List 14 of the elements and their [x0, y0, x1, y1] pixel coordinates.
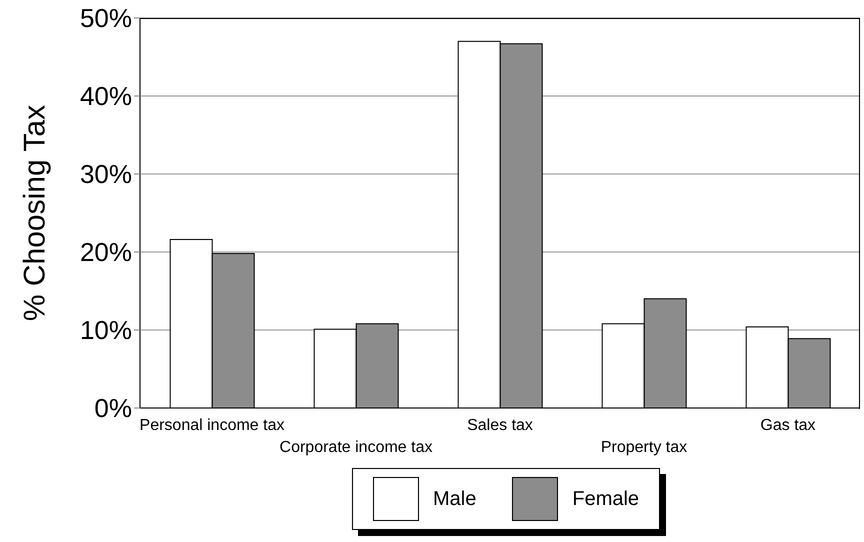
x-tick-label: Corporate income tax	[280, 439, 432, 456]
x-tick-label: Property tax	[600, 439, 688, 456]
x-tick-label: Gas tax	[760, 417, 816, 434]
x-tick-label: Personal income tax	[140, 417, 284, 434]
y-tick-label: 50%	[80, 3, 132, 34]
y-tick-label: 0%	[94, 393, 132, 424]
x-tick-label: Sales tax	[467, 417, 533, 434]
y-tick-label: 30%	[80, 159, 132, 190]
y-tick-label: 10%	[80, 315, 132, 346]
legend-label: Male	[433, 488, 476, 510]
y-tick-label: 40%	[80, 81, 132, 112]
y-tick-label: 20%	[80, 237, 132, 268]
y-axis-title: % Choosing Tax	[18, 104, 52, 322]
legend-label: Female	[572, 488, 640, 510]
